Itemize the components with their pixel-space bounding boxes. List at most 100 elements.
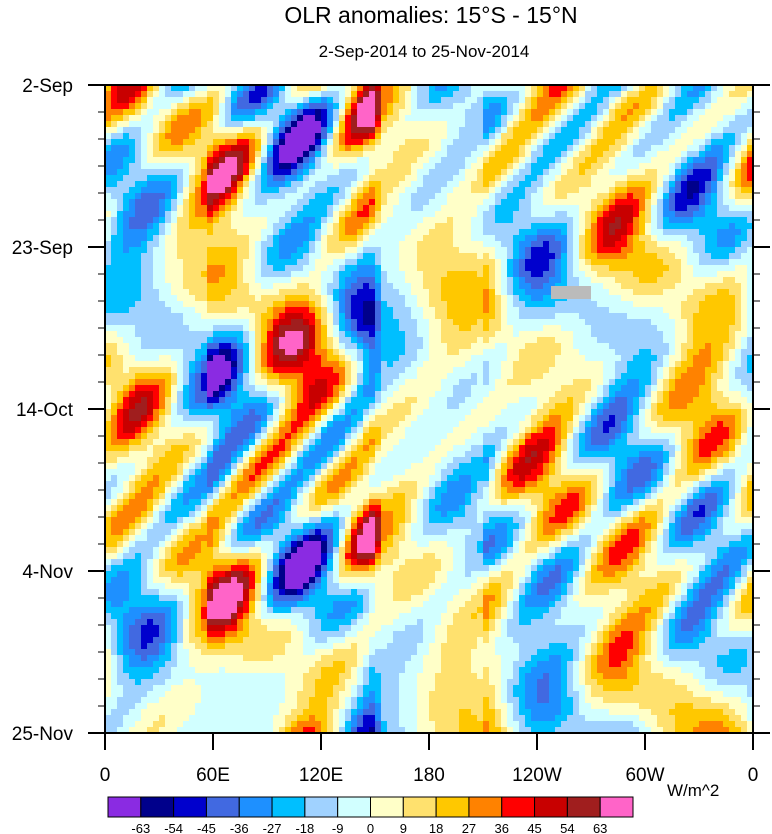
heat-cell [135,253,142,260]
heat-cell [399,349,406,356]
heat-cell [219,247,226,254]
heat-cell [447,205,454,212]
heat-cell [237,247,244,254]
heat-cell [117,361,124,368]
heat-cell [363,247,370,254]
heat-cell [417,205,424,212]
heat-cell [705,313,712,320]
heat-cell [705,199,712,206]
heat-cell [267,121,274,128]
heat-cell [489,355,496,362]
heat-cell [153,247,160,254]
heat-cell [183,169,190,176]
heat-cell [483,97,490,104]
heat-cell [675,271,682,278]
heat-cell [375,163,382,170]
heat-cell [189,217,196,224]
heat-cell [543,139,550,146]
heat-cell [297,211,304,218]
heat-cell [447,265,454,272]
heat-cell [543,91,550,98]
heat-cell [177,337,184,344]
heat-cell [447,349,454,356]
heat-cell [309,295,316,302]
heat-cell [303,295,310,302]
heat-cell [723,319,730,326]
heat-cell [441,169,448,176]
heat-cell [561,253,568,260]
heat-cell [489,151,496,158]
heat-cell [519,85,526,92]
heat-cell [585,307,592,314]
heat-cell [459,283,466,290]
heat-cell [429,103,436,110]
heat-cell [327,265,334,272]
heat-cell [285,187,292,194]
heat-cell [279,181,286,188]
heat-cell [447,277,454,284]
heat-cell [687,157,694,164]
heat-cell [705,103,712,110]
heat-cell [153,361,160,368]
heat-cell [669,139,676,146]
heat-cell [141,127,148,134]
heat-cell [399,271,406,278]
heat-cell [195,223,202,230]
heat-cell [717,247,724,254]
heat-cell [315,97,322,104]
heat-cell [249,163,256,170]
heat-cell [699,199,706,206]
heat-cell [711,97,718,104]
heat-cell [363,139,370,146]
heat-cell [309,127,316,134]
heat-cell [531,169,538,176]
heat-cell [513,277,520,284]
heat-cell [735,211,742,218]
heat-cell [621,121,628,128]
heat-cell [171,127,178,134]
heat-cell [381,139,388,146]
heat-cell [603,349,610,356]
heat-cell [609,355,616,362]
heat-cell [387,181,394,188]
heat-cell [555,235,562,242]
heat-cell [471,151,478,158]
heat-cell [717,229,724,236]
heat-cell [519,121,526,128]
heat-cell [273,103,280,110]
heat-cell [297,319,304,326]
heat-cell [405,151,412,158]
heat-cell [177,259,184,266]
heat-cell [177,175,184,182]
heat-cell [393,253,400,260]
heat-cell [345,199,352,206]
heat-cell [549,331,556,338]
heat-cell [375,151,382,158]
heat-cell [165,157,172,164]
heat-cell [639,103,646,110]
heat-cell [297,331,304,338]
heat-cell [411,91,418,98]
heat-cell [591,97,598,104]
heat-cell [609,313,616,320]
heat-cell [153,235,160,242]
heat-cell [123,241,130,248]
heat-cell [417,157,424,164]
heat-cell [723,301,730,308]
heat-cell [663,115,670,122]
heat-cell [687,283,694,290]
heat-cell [657,85,664,92]
heat-cell [693,199,700,206]
heat-cell [597,139,604,146]
heat-cell [279,241,286,248]
heat-cell [675,307,682,314]
heat-cell [441,319,448,326]
heat-cell [219,349,226,356]
heat-cell [159,343,166,350]
heat-cell [273,235,280,242]
heat-cell [567,217,574,224]
heat-cell [123,307,130,314]
heat-cell [273,319,280,326]
heat-cell [339,295,346,302]
heat-cell [495,253,502,260]
